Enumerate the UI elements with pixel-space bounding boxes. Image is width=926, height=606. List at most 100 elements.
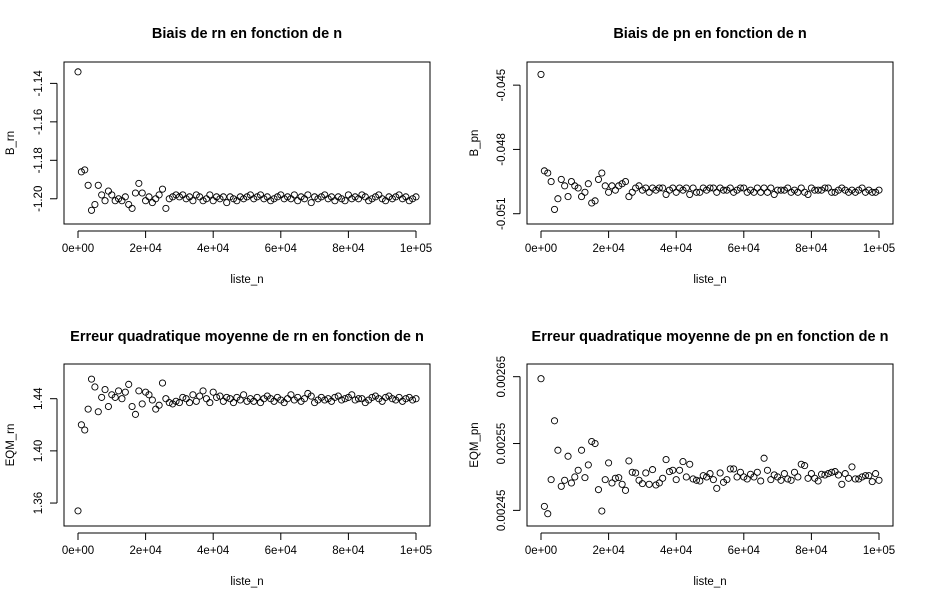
data-point: [861, 472, 870, 480]
data-point: [297, 193, 305, 201]
data-point: [682, 473, 690, 481]
data-point: [135, 387, 143, 395]
y-tick-label: -1.20: [33, 186, 45, 212]
data-point: [875, 186, 883, 194]
x-tick-label: 2e+04: [592, 243, 625, 255]
data-point: [726, 184, 734, 192]
data-point: [848, 463, 856, 471]
x-tick-label: 8e+04: [795, 545, 828, 557]
data-point: [331, 197, 339, 205]
data-point: [98, 191, 106, 199]
data-point: [131, 410, 140, 418]
data-point: [760, 184, 768, 192]
data-point: [777, 186, 785, 194]
data-point: [270, 195, 278, 203]
data-point: [155, 191, 163, 199]
x-tick-label: 0e+00: [525, 243, 557, 255]
data-point: [209, 388, 217, 396]
data-point: [648, 466, 657, 474]
data-point: [87, 375, 96, 383]
data-point: [584, 180, 592, 188]
data-point: [621, 178, 630, 186]
data-point: [409, 396, 417, 404]
y-tick-label: -1.18: [33, 147, 45, 173]
data-point: [324, 195, 332, 203]
data-point: [838, 480, 846, 488]
data-point: [172, 397, 180, 405]
data-point: [378, 195, 386, 203]
data-point: [726, 465, 734, 473]
data-point: [824, 470, 832, 478]
data-point: [824, 184, 832, 192]
data-point: [236, 396, 244, 404]
data-point: [794, 473, 802, 481]
data-point: [118, 395, 126, 403]
data-point: [152, 195, 160, 203]
data-point: [807, 470, 815, 478]
data-point: [128, 402, 136, 411]
data-point: [621, 486, 630, 494]
data-point: [341, 197, 349, 205]
data-point: [138, 400, 146, 408]
data-point: [557, 175, 565, 183]
x-tick-label: 6e+04: [265, 243, 298, 255]
data-point: [757, 188, 765, 196]
data-point: [601, 182, 609, 190]
data-point: [145, 391, 153, 399]
data-point: [676, 466, 684, 474]
data-point: [101, 197, 109, 205]
data-point: [561, 182, 569, 190]
data-point: [760, 454, 768, 462]
data-point: [209, 197, 217, 205]
data-point: [108, 191, 116, 199]
data-point: [858, 184, 866, 192]
data-point: [81, 426, 89, 434]
data-point: [696, 188, 704, 196]
data-point: [344, 191, 352, 199]
data-point: [605, 459, 613, 467]
data-point: [409, 195, 417, 203]
data-point: [655, 479, 663, 487]
y-tick-label: 0.00255: [496, 423, 508, 465]
data-point: [834, 471, 842, 479]
data-point: [544, 169, 552, 177]
data-point: [84, 181, 92, 189]
data-point: [142, 197, 150, 205]
data-point: [645, 188, 653, 196]
data-point: [662, 190, 670, 198]
y-axis-label: B_rn: [5, 131, 17, 155]
data-point: [192, 191, 200, 199]
x-tick-label: 1e+05: [400, 545, 432, 557]
data-point: [669, 184, 677, 192]
data-point: [763, 188, 772, 196]
data-point: [250, 195, 258, 203]
data-point: [743, 475, 751, 483]
data-point: [392, 193, 400, 201]
data-point: [216, 195, 224, 203]
data-point: [757, 477, 765, 485]
data-point: [273, 193, 281, 201]
data-point: [567, 479, 575, 487]
data-point: [686, 190, 694, 198]
data-point: [165, 399, 173, 407]
data-point: [91, 383, 99, 391]
x-axis-label: liste_n: [230, 576, 263, 588]
data-point: [692, 188, 701, 196]
data-point: [87, 206, 96, 214]
data-point: [260, 195, 268, 203]
data-point: [689, 184, 697, 192]
y-axis-label: B_pn: [469, 130, 481, 157]
data-point: [179, 393, 187, 401]
y-axis-label: EQM_pn: [469, 422, 481, 467]
data-point: [368, 195, 376, 203]
data-point: [828, 188, 836, 196]
data-point: [709, 184, 717, 192]
data-point: [317, 193, 325, 201]
data-point: [605, 188, 613, 196]
data-point: [669, 466, 677, 474]
data-point: [635, 476, 643, 484]
data-point: [736, 468, 744, 476]
data-point: [784, 184, 792, 192]
data-point: [371, 193, 379, 201]
x-tick-label: 0e+00: [62, 545, 94, 557]
